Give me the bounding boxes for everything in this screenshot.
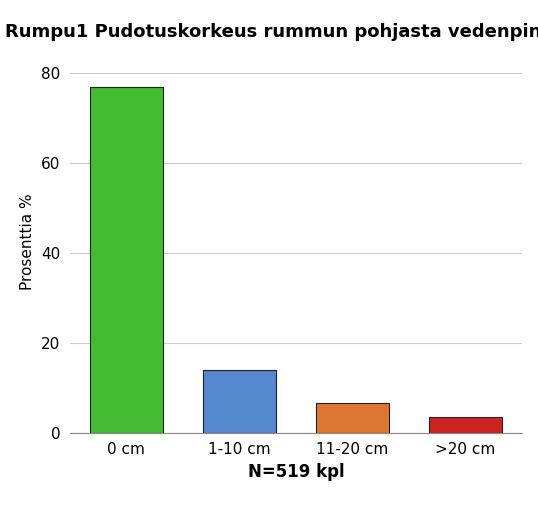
X-axis label: N=519 kpl: N=519 kpl: [247, 463, 344, 481]
Bar: [316, 404, 389, 433]
Bar: [429, 417, 502, 433]
Bar: [203, 370, 276, 433]
Bar: [90, 87, 163, 433]
Title: Rumpu1 Pudotuskorkeus rummun pohjasta vedenpintaan: Rumpu1 Pudotuskorkeus rummun pohjasta ve…: [5, 23, 538, 41]
Y-axis label: Prosenttia %: Prosenttia %: [20, 193, 36, 290]
